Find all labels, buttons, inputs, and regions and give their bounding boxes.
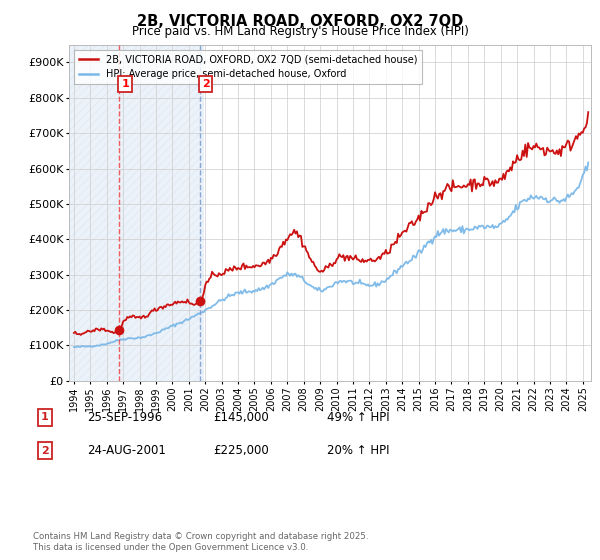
Text: 25-SEP-1996: 25-SEP-1996 [87,410,162,424]
Text: 49% ↑ HPI: 49% ↑ HPI [327,410,389,424]
Text: 2: 2 [41,446,49,456]
Text: 1: 1 [121,80,129,89]
Text: 1: 1 [41,412,49,422]
Text: 2B, VICTORIA ROAD, OXFORD, OX2 7QD: 2B, VICTORIA ROAD, OXFORD, OX2 7QD [137,14,463,29]
Text: £145,000: £145,000 [213,410,269,424]
Text: 24-AUG-2001: 24-AUG-2001 [87,444,166,458]
Text: 20% ↑ HPI: 20% ↑ HPI [327,444,389,458]
Bar [69,45,203,381]
Text: 2: 2 [202,80,210,89]
Text: Price paid vs. HM Land Registry's House Price Index (HPI): Price paid vs. HM Land Registry's House … [131,25,469,38]
Text: £225,000: £225,000 [213,444,269,458]
Legend: 2B, VICTORIA ROAD, OXFORD, OX2 7QD (semi-detached house), HPI: Average price, se: 2B, VICTORIA ROAD, OXFORD, OX2 7QD (semi… [74,50,422,84]
Text: Contains HM Land Registry data © Crown copyright and database right 2025.
This d: Contains HM Land Registry data © Crown c… [33,532,368,552]
